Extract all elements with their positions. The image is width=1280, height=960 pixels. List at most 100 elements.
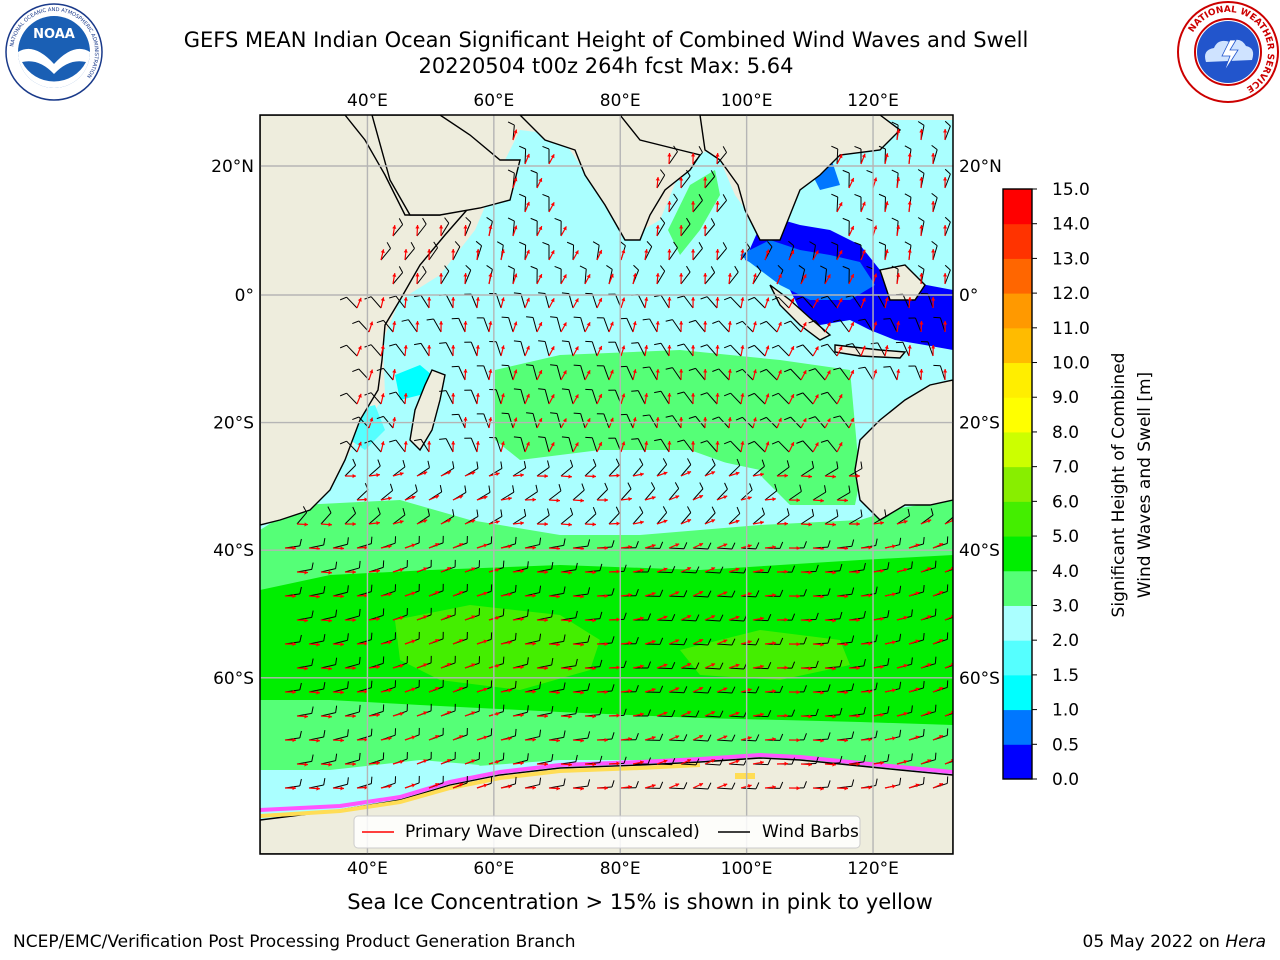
wind-barb xyxy=(626,366,634,381)
wave-arrow-head xyxy=(896,225,901,229)
wave-arrow-head xyxy=(471,519,476,524)
wind-barb xyxy=(718,320,730,333)
wind-barb-flag xyxy=(347,777,349,785)
wind-barb-flag xyxy=(659,169,666,176)
wind-barb-flag xyxy=(519,145,526,150)
wave-arrow-head xyxy=(740,249,745,253)
wind-barb xyxy=(452,246,461,261)
wind-barb xyxy=(915,317,922,333)
wind-barb-flag xyxy=(563,682,566,690)
wave-arrow-head xyxy=(340,642,344,647)
wind-barb xyxy=(827,439,838,453)
wind-barb xyxy=(458,366,466,381)
wave-arrow-head xyxy=(632,369,637,374)
wind-barb xyxy=(483,413,490,429)
wave-arrow-head xyxy=(868,689,872,694)
wave-arrow-head xyxy=(328,522,332,527)
wave-arrow-head xyxy=(352,761,356,767)
wind-barb-flag xyxy=(352,458,357,466)
wind-barb-flag xyxy=(514,680,517,688)
wave-arrow-head xyxy=(850,418,855,423)
wave-arrow-head xyxy=(808,522,812,527)
wave-arrow-head xyxy=(802,274,807,279)
wind-barb-flag xyxy=(839,659,843,667)
wind-barb xyxy=(596,245,600,261)
wave-arrow-head xyxy=(392,225,397,229)
wind-barb-flag xyxy=(779,685,784,693)
wind-barb-flag xyxy=(452,509,455,517)
wind-barb-flag xyxy=(700,440,708,444)
wind-barb-flag xyxy=(526,412,534,415)
wave-arrow-head xyxy=(699,735,704,739)
wave-arrow-head xyxy=(403,249,408,253)
wind-barb xyxy=(692,691,708,694)
wind-barb xyxy=(692,547,708,550)
wind-barb-flag xyxy=(502,752,505,760)
wave-arrow-head xyxy=(380,249,385,254)
wind-barb xyxy=(603,413,610,429)
wave-arrow-head xyxy=(427,249,432,253)
wind-barb-flag xyxy=(842,217,850,222)
wind-barb xyxy=(668,247,678,261)
wave-arrow-head xyxy=(699,687,704,691)
wave-arrow-head xyxy=(364,593,368,598)
wind-barb-flag xyxy=(611,780,615,788)
wave-arrow-head xyxy=(814,250,819,255)
wind-barb-flag xyxy=(707,734,712,742)
wave-arrow-head xyxy=(592,666,596,671)
southeast-asia-landmass xyxy=(699,115,902,241)
wind-barb xyxy=(512,515,526,525)
wind-barb xyxy=(704,224,716,237)
wind-barb-flag xyxy=(542,241,550,246)
wind-barb-flag xyxy=(566,241,574,246)
wind-barb-flag xyxy=(887,610,890,618)
wind-barb xyxy=(483,317,490,333)
wind-barb-flag xyxy=(891,217,899,222)
wind-barb-flag xyxy=(592,459,597,466)
wind-barb-flag xyxy=(500,509,503,517)
wind-barb-flag xyxy=(662,458,668,465)
wind-barb xyxy=(889,366,898,381)
wave-arrow-head xyxy=(628,688,632,694)
wind-barb xyxy=(692,739,708,742)
wave-arrow-head xyxy=(747,640,752,645)
wind-barb-flag xyxy=(820,343,828,347)
wind-barb-flag xyxy=(635,684,639,692)
wave-arrow-head xyxy=(796,498,800,503)
wind-barb-flag xyxy=(615,506,620,514)
wave-arrow-head xyxy=(488,225,493,229)
wave-arrow-head xyxy=(735,567,740,572)
wave-arrow-head xyxy=(861,297,866,302)
colorbar-segment xyxy=(1003,744,1032,780)
wave-arrow-head xyxy=(364,737,368,742)
wave-arrow-head xyxy=(784,665,788,670)
wave-arrow-head xyxy=(495,616,500,621)
wind-barb xyxy=(692,595,708,598)
wind-barb xyxy=(902,294,910,309)
wind-barb-flag xyxy=(587,587,591,595)
colorbar-tick-label: 8.0 xyxy=(1052,423,1079,443)
wind-barb-flag xyxy=(587,731,591,739)
wind-barb-flag xyxy=(514,632,517,640)
wave-arrow-head xyxy=(796,738,800,743)
wind-barb xyxy=(370,296,382,309)
wave-arrow-head xyxy=(574,394,579,399)
wave-arrow-head xyxy=(723,783,728,788)
wave-arrow-head xyxy=(388,640,392,645)
wind-barb-flag xyxy=(647,565,652,573)
wave-arrow-head xyxy=(796,786,800,791)
wind-barb-flag xyxy=(512,485,515,493)
wind-barb-flag xyxy=(454,241,461,247)
wind-barb xyxy=(512,467,526,477)
wind-barb xyxy=(404,490,418,501)
wind-barb xyxy=(896,515,910,525)
wind-barb-flag xyxy=(755,686,760,694)
wave-arrow-head xyxy=(586,322,591,327)
wind-barb-flag xyxy=(389,483,394,491)
wind-barb-flag xyxy=(547,508,550,516)
wind-barb xyxy=(944,516,953,525)
wind-barb xyxy=(404,248,415,261)
wind-barb xyxy=(852,343,862,357)
wave-arrow-head xyxy=(927,759,932,764)
wind-barb-flag xyxy=(854,241,862,246)
